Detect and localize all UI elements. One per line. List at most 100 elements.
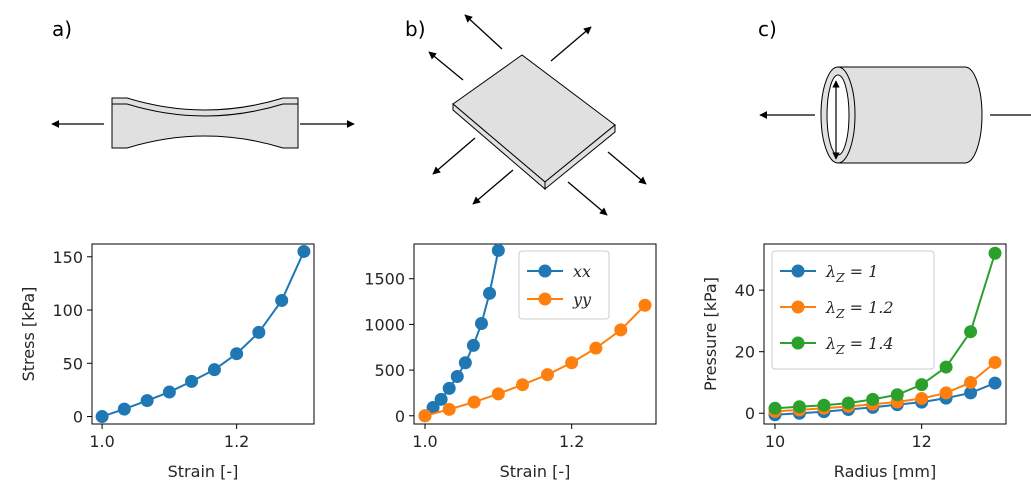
data-point (939, 386, 953, 400)
data-point (540, 368, 554, 382)
series-1 (418, 298, 652, 423)
data-point (483, 286, 497, 300)
data-point (988, 355, 1002, 369)
data-point (516, 378, 530, 392)
y-tick-label: 40 (735, 281, 755, 300)
data-point (252, 325, 266, 339)
x-tick-label: 1.2 (559, 432, 584, 451)
data-point (817, 398, 831, 412)
panel-label-c: c) (758, 17, 777, 41)
legend-label: λZ = 1.2 (825, 298, 894, 321)
data-point (915, 378, 929, 392)
data-point (866, 392, 880, 406)
data-point (890, 388, 904, 402)
data-point (915, 391, 929, 405)
pressure-radius-chart: 10 12 0 20 40 Radius [mm] Pressure [kPa] λZ = 1… (701, 243, 1007, 481)
data-point (230, 347, 244, 361)
x-axis-label: Strain [-] (500, 462, 571, 481)
series-line (424, 250, 500, 417)
y-tick-label: 500 (374, 361, 405, 380)
series-line (774, 361, 996, 413)
legend-label: λZ = 1 (825, 262, 878, 285)
data-point (964, 325, 978, 339)
data-point (491, 243, 505, 257)
series-1 (768, 355, 1002, 418)
data-point (792, 400, 806, 414)
series-0 (95, 244, 311, 424)
uniaxial-specimen-illustration (51, 97, 355, 149)
stress-strain-uniaxial-chart: 1.0 1.2 0 50 100 150 Strain [-] Stress [kPa] (19, 243, 315, 481)
series-line (101, 251, 305, 418)
series-line (774, 382, 996, 416)
series-line (424, 304, 646, 417)
data-point (939, 360, 953, 374)
data-point (474, 316, 488, 330)
data-point (964, 375, 978, 389)
series-2 (768, 246, 1002, 415)
y-tick-label: 50 (63, 354, 83, 373)
data-point (162, 385, 176, 399)
y-tick-label: 0 (395, 407, 405, 426)
y-tick-label: 0 (745, 404, 755, 423)
data-point (565, 356, 579, 370)
x-axis-label: Strain [-] (168, 462, 239, 481)
panel-label-a: a) (52, 17, 72, 41)
data-point (841, 396, 855, 410)
data-point (117, 402, 131, 416)
y-tick-label: 0 (73, 408, 83, 427)
plot-frame (91, 243, 315, 425)
legend-label: λZ = 1.4 (825, 334, 894, 357)
y-axis-label: Stress [kPa] (19, 287, 38, 382)
data-point (988, 246, 1002, 260)
data-point (491, 387, 505, 401)
y-tick-label: 100 (52, 301, 83, 320)
y-tick-label: 150 (52, 248, 83, 267)
data-point (418, 409, 432, 423)
legend-frame (771, 250, 935, 370)
data-point (768, 401, 782, 415)
data-point (614, 323, 628, 337)
y-axis-label: Pressure [kPa] (701, 277, 720, 391)
data-point (467, 395, 481, 409)
stress-strain-biaxial-chart: 1.0 1.2 0 500 1000 1500 Strain [-] xx yy (364, 243, 657, 481)
data-point (466, 338, 480, 352)
legend-label: yy (572, 290, 592, 309)
x-tick-label: 1.0 (89, 432, 114, 451)
data-point (442, 381, 456, 395)
legend-marker (791, 300, 805, 314)
data-point (442, 402, 456, 416)
x-tick-label: 1.2 (224, 432, 249, 451)
panel-label-b: b) (405, 17, 426, 41)
data-point (275, 293, 289, 307)
data-point (589, 341, 603, 355)
data-point (95, 410, 109, 424)
legend-marker (538, 292, 552, 306)
legend-frame (518, 250, 610, 320)
legend-marker (791, 336, 805, 350)
legend-label: xx (573, 262, 591, 281)
series-line (774, 252, 996, 410)
data-point (458, 356, 472, 370)
x-tick-label: 1.0 (412, 432, 437, 451)
data-point (434, 392, 448, 406)
data-point (207, 363, 221, 377)
plot-frame (413, 243, 657, 425)
y-tick-label: 20 (735, 343, 755, 362)
data-point (988, 376, 1002, 390)
legend-marker (538, 264, 552, 278)
x-axis-label: Radius [mm] (834, 462, 936, 481)
legend: λZ = 1 λZ = 1.2 λZ = 1.4 (771, 250, 935, 370)
x-tick-label: 12 (911, 432, 931, 451)
data-point (964, 386, 978, 400)
y-tick-label: 1000 (364, 315, 405, 334)
data-point (426, 401, 440, 415)
data-point (450, 369, 464, 383)
x-tick-label: 10 (765, 432, 785, 451)
tube-illustration (759, 66, 1031, 164)
data-point (140, 394, 154, 408)
y-tick-label: 1500 (364, 270, 405, 289)
data-point (185, 374, 199, 388)
data-point (297, 244, 311, 258)
data-point (638, 298, 652, 312)
